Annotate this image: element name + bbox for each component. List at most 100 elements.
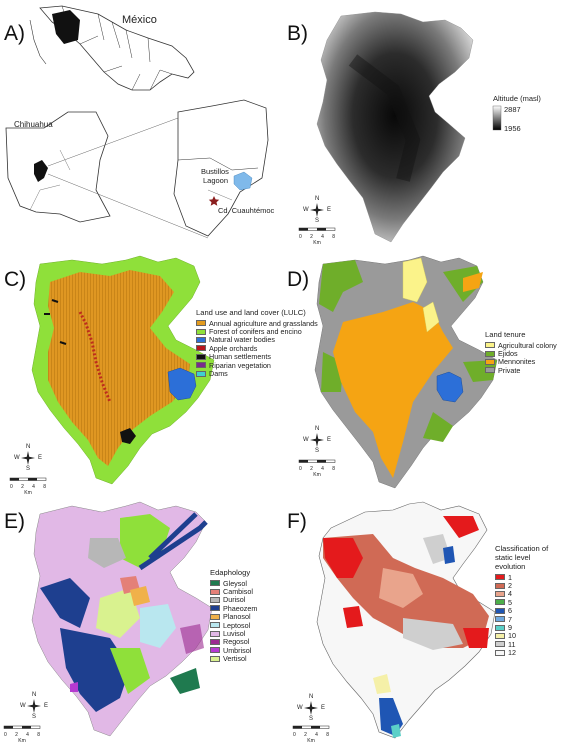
compass-rose-icon [310,203,324,217]
panel-f-label: F) [287,510,307,533]
edaphology-legend-item: Gleysol [210,579,257,588]
compass-rose-icon [304,701,318,715]
static-level-legend-title-2: static level [495,553,531,562]
lulc-legend-item: Annual agriculture and grasslands [196,319,318,328]
bustillos-lagoon [233,171,253,191]
lulc-swatch-5 [196,362,206,369]
edaphology-swatch-7 [210,638,220,645]
lulc-legend-item: Forest of conifers and encino [196,327,318,336]
edaphology-legend-item: Vertisol [210,654,257,663]
compass-rose-icon [310,433,324,447]
lulc-swatch-4 [196,353,206,360]
static-level-swatch-8 [495,641,505,648]
lagoon-label-2: Lagoon [203,176,229,185]
altitude-legend-title: Altitude (masl) [493,94,541,103]
static-level-legend-item: 5 [495,598,548,607]
edaphology-swatch-9 [210,655,220,662]
edaphology-legend-title: Edaphology [210,568,251,577]
lulc-swatch-1 [196,328,206,335]
study-area-small [34,160,48,182]
static-level-legend-item: 12 [495,648,548,657]
static-level-legend-item: 10 [495,631,548,640]
edaphology-legend-item: Umbrisol [210,646,257,655]
country-label: México [122,14,157,26]
lulc-legend-item: Human settlements [196,352,318,361]
compass-f: N W E S [297,694,326,722]
static-level-swatch-6 [495,624,505,631]
edaphology-legend-item: Cambisol [210,587,257,596]
lulc-legend-item: Riparian vegetation [196,361,318,370]
static-level-legend-item: 11 [495,640,548,649]
settlement [120,428,136,444]
static-level-legend-title-1: Classification of [495,544,549,553]
tenure-legend-item: Private [485,366,557,375]
altitude-map [316,11,502,243]
panel-e: E) Edaphology Gleysol Cambisol Durisol P… [0,498,283,744]
compass-rose-icon [27,699,41,713]
panel-d-label: D) [287,268,310,291]
tenure-legend: Land tenure Agricultural colony Ejidos M… [485,330,557,375]
edaphology-swatch-4 [210,613,220,620]
edaphology-legend-item: Phaeozem [210,604,257,613]
edaphology-legend-item: Planosol [210,612,257,621]
compass-b: N W E S [303,196,332,224]
panel-a: A) México Chihuahua Bustillos Lagoon Cd.… [0,0,280,250]
lulc-swatch-0 [196,320,206,327]
tenure-legend-title: Land tenure [485,330,526,339]
edaphology-legend-item: Durisol [210,595,257,604]
static-level-swatch-0 [495,574,505,581]
lulc-swatch-6 [196,370,206,377]
lulc-legend: Land use and land cover (LULC) Annual ag… [196,308,318,378]
edaphology-swatch-5 [210,622,220,629]
lulc-swatch-2 [196,336,206,343]
static-level-legend-item: 2 [495,581,548,590]
edaphology-swatch-1 [210,588,220,595]
lagoon-label-1: Bustillos [201,167,229,176]
compass-e: N W E S [20,692,49,720]
static-level-legend: Classification of static level evolution… [495,544,548,657]
static-level-legend-title-3: evolution [495,562,526,571]
panel-e-label: E) [4,510,25,533]
static-level-swatch-3 [495,599,505,606]
altitude-max: 2887 [504,105,521,114]
static-level-legend-item: 6 [495,606,548,615]
static-level-swatch-9 [495,649,505,656]
tenure-legend-item: Mennonites [485,357,557,366]
static-level-swatch-4 [495,607,505,614]
compass-d: N W E S [303,426,332,454]
static-level-swatch-1 [495,582,505,589]
compass-rose-icon [21,451,35,465]
edaphology-map [31,501,213,737]
altitude-colorbar [492,105,502,131]
chihuahua-state-highlight [52,10,80,44]
tenure-swatch-1 [485,350,495,357]
panel-c-label: C) [4,268,27,291]
lulc-map [31,255,215,485]
water-body [436,371,464,403]
state-label: Chihuahua [14,120,53,129]
static-level-swatch-7 [495,632,505,639]
chihuahua-state-outline [5,111,111,223]
water-body [167,367,197,401]
city-label: Cd. Cuauhtémoc [218,206,275,215]
tenure-swatch-0 [485,342,495,349]
static-level-swatch-5 [495,616,505,623]
city-star-icon [208,196,220,206]
static-level-legend-item: 7 [495,615,548,624]
tenure-swatch-3 [485,367,495,374]
static-level-legend-item: 1 [495,573,548,582]
edaphology-legend: Edaphology Gleysol Cambisol Durisol Phae… [210,568,257,663]
panel-a-label: A) [4,22,25,45]
edaphology-swatch-6 [210,630,220,637]
inset-municipality [173,99,269,237]
edaphology-swatch-8 [210,647,220,654]
edaphology-swatch-3 [210,605,220,612]
lulc-swatch-3 [196,345,206,352]
panel-b-label: B) [287,22,308,45]
static-level-map [316,501,496,739]
edaphology-legend-item: Luvisol [210,629,257,638]
